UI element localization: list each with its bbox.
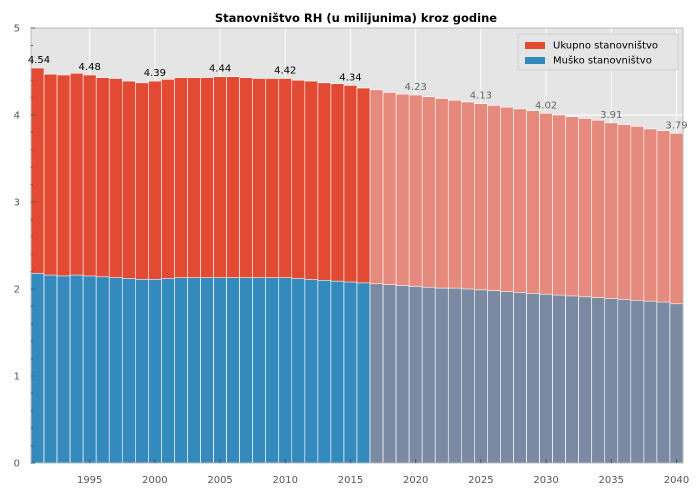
bar-male (161, 278, 175, 464)
bars (30, 67, 684, 464)
legend-swatch-total (525, 42, 545, 49)
bar-male (434, 287, 449, 464)
x-tick-label: 2025 (468, 475, 493, 486)
x-tick-label: 2015 (338, 475, 363, 486)
bar-male (421, 286, 436, 464)
x-tick-label: 2010 (273, 475, 298, 486)
y-tick-label: 5 (14, 24, 20, 35)
bar-male (643, 300, 658, 464)
y-tick-label: 0 (14, 459, 20, 470)
y-tick-label: 3 (14, 198, 20, 209)
data-label: 3.79 (665, 120, 687, 131)
bar-male (461, 288, 475, 464)
bar-male (656, 301, 671, 464)
bar-male (56, 275, 71, 464)
bar-male (69, 274, 84, 464)
data-label: 4.23 (405, 82, 427, 93)
bar-male (30, 273, 45, 464)
x-tick-label: 1995 (77, 475, 102, 486)
bar-male (369, 283, 384, 464)
bar-male (591, 297, 606, 464)
y-tick-label: 1 (14, 372, 20, 383)
bar-male (330, 280, 345, 464)
y-tick-label: 4 (14, 111, 20, 122)
bar-male (265, 277, 280, 464)
data-label: 4.39 (144, 68, 166, 79)
bar-male (500, 291, 514, 464)
bar-male (187, 277, 201, 464)
bar-male (252, 277, 267, 464)
bar-male (343, 281, 358, 464)
bar-male (474, 289, 488, 464)
bar-male (213, 277, 227, 464)
bar-male (291, 278, 306, 464)
bar-male (526, 293, 540, 464)
data-label: 4.34 (339, 72, 361, 83)
bar-male (82, 275, 97, 464)
data-label: 3.91 (600, 110, 622, 121)
bar-male (95, 276, 110, 464)
x-tick-label: 2030 (533, 475, 558, 486)
bar-male (552, 294, 566, 464)
bar-male (395, 285, 410, 464)
x-tick-label: 2035 (599, 475, 624, 486)
bar-male (174, 277, 188, 464)
bar-male (408, 286, 423, 464)
y-tick-label: 2 (14, 285, 20, 296)
data-label: 4.54 (28, 55, 50, 66)
bar-male (578, 296, 593, 464)
bar-male (278, 277, 293, 464)
data-label: 4.48 (79, 62, 101, 73)
chart-title: Stanovništvo RH (u milijunima) kroz godi… (215, 11, 497, 25)
data-label: 4.44 (209, 64, 231, 75)
data-label: 4.42 (274, 65, 296, 76)
bar-male (200, 277, 214, 464)
bar-male (148, 279, 162, 464)
data-labels: 4.54 4.48 4.39 4.44 4.42 4.34 4.23 4.13 4.02 3.91… (28, 55, 688, 131)
x-tick-label: 2040 (664, 475, 689, 486)
bar-male (630, 300, 645, 464)
bar-male (604, 298, 619, 464)
bar-male (617, 299, 632, 464)
bar-male (356, 282, 371, 464)
bar-male (382, 284, 397, 464)
bar-male (121, 278, 136, 464)
bar-male (487, 290, 501, 464)
data-label: 4.13 (470, 91, 492, 102)
axes: 0 1 2 3 4 5 1995 2000 2005 2010 2015 2020 2025 2030 20… (14, 24, 690, 487)
legend-label-total: Ukupno stanovništvo (553, 40, 658, 52)
legend-label-male: Muško stanovništvo (553, 55, 652, 67)
legend-swatch-male (525, 57, 545, 64)
bar-male (108, 277, 123, 464)
x-tick-label: 2000 (142, 475, 167, 486)
bar-male (513, 292, 527, 464)
legend: Ukupno stanovništvo Muško stanovništvo (517, 33, 679, 71)
bar-male (317, 279, 332, 464)
plot-frame (30, 27, 684, 464)
bar-male (669, 303, 684, 464)
x-tick-label: 2020 (403, 475, 428, 486)
bar-male (226, 277, 240, 464)
bar-male (539, 293, 553, 464)
bar-male (239, 277, 253, 464)
bar-male (447, 287, 462, 464)
bar-male (135, 279, 149, 464)
data-label: 4.02 (535, 100, 557, 111)
x-tick-label: 2005 (207, 475, 232, 486)
bar-male (43, 274, 58, 464)
bar-male (565, 295, 579, 464)
bar-male (304, 279, 319, 464)
